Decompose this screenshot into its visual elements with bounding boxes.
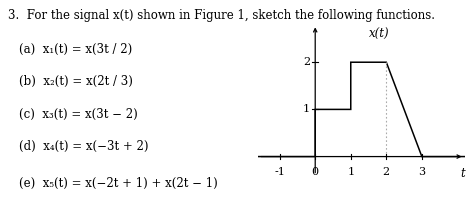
Text: (d)  x₄(t) = x(−3t + 2): (d) x₄(t) = x(−3t + 2) — [18, 140, 148, 153]
Text: 3: 3 — [418, 167, 426, 177]
Text: -1: -1 — [274, 167, 285, 177]
Text: 0: 0 — [311, 167, 319, 177]
Text: (b)  x₂(t) = x(2t / 3): (b) x₂(t) = x(2t / 3) — [18, 75, 132, 88]
Text: (e)  x₅(t) = x(−2t + 1) + x(2t − 1): (e) x₅(t) = x(−2t + 1) + x(2t − 1) — [18, 177, 218, 190]
Text: 1: 1 — [347, 167, 355, 177]
Text: x(t): x(t) — [369, 28, 389, 41]
Text: t: t — [460, 167, 465, 180]
Text: (a)  x₁(t) = x(3t / 2): (a) x₁(t) = x(3t / 2) — [18, 42, 132, 55]
Text: 1: 1 — [303, 104, 310, 114]
Text: 2: 2 — [383, 167, 390, 177]
Text: (c)  x₃(t) = x(3t − 2): (c) x₃(t) = x(3t − 2) — [18, 108, 137, 121]
Text: 2: 2 — [303, 57, 310, 67]
Text: 3.  For the signal x(t) shown in Figure 1, sketch the following functions.: 3. For the signal x(t) shown in Figure 1… — [8, 9, 435, 22]
